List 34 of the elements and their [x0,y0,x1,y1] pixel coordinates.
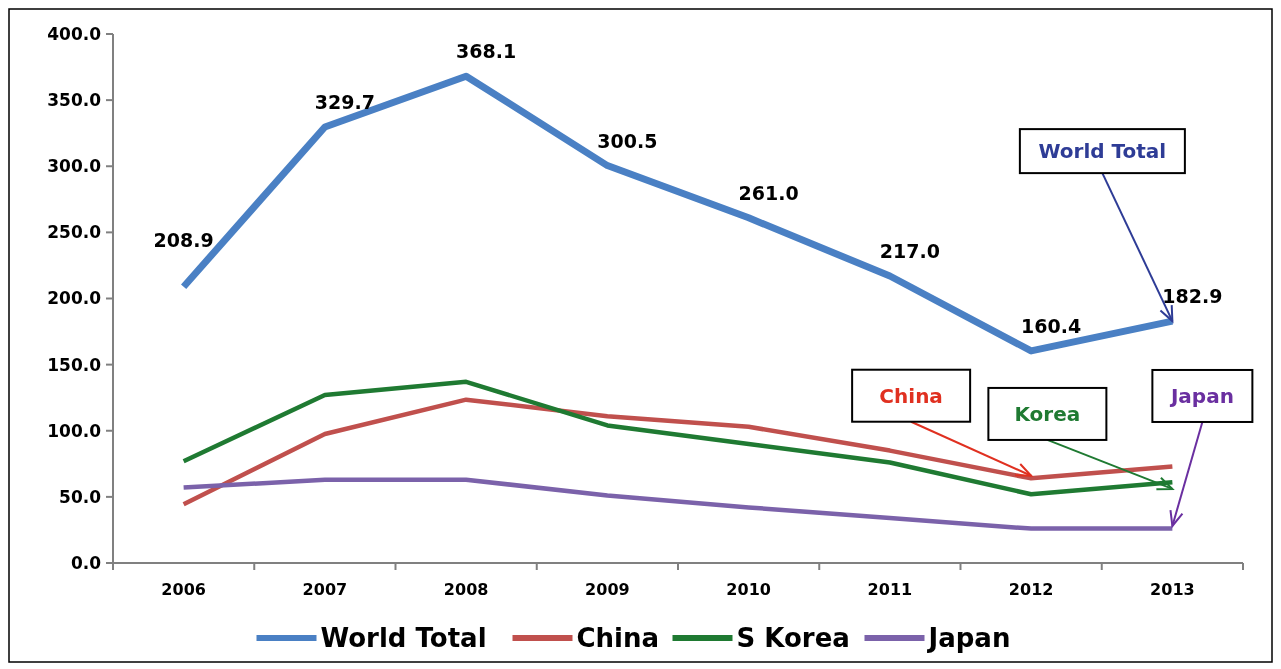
y-tick-label: 300.0 [47,156,102,177]
data-label: 300.5 [597,129,658,152]
x-tick-label: 2013 [1150,580,1195,599]
x-tick-label: 2010 [726,580,771,599]
y-tick-label: 50.0 [59,486,102,507]
data-label: 217.0 [879,240,940,263]
legend-label: World Total [320,623,487,654]
data-label: 208.9 [153,228,214,251]
data-label: 368.1 [456,40,517,63]
legend-label: S Korea [736,623,850,654]
y-tick-label: 250.0 [47,222,102,243]
annotation: Korea [1014,401,1081,426]
annotation: China [879,383,943,408]
y-tick-label: 150.0 [47,354,102,375]
legend-label: Japan [926,623,1011,654]
data-label: 261.0 [738,181,799,204]
x-tick-label: 2011 [867,580,913,599]
x-tick-label: 2006 [161,580,206,599]
data-label: 160.4 [1021,314,1082,337]
y-tick-label: 350.0 [47,90,102,111]
y-tick-label: 400.0 [47,23,102,44]
y-tick-label: 100.0 [47,420,102,441]
x-tick-label: 2007 [302,580,348,599]
y-tick-label: 0.0 [70,552,102,573]
legend-label: China [576,623,660,654]
annotation: World Total [1038,139,1167,164]
x-tick-label: 2009 [585,580,630,599]
data-label: 329.7 [314,90,375,113]
annotation: Japan [1168,383,1234,408]
x-tick-label: 2012 [1008,580,1054,599]
y-tick-label: 200.0 [47,288,102,309]
x-tick-label: 2008 [443,580,489,599]
data-label: 182.9 [1162,285,1223,308]
line-series [181,477,1175,531]
